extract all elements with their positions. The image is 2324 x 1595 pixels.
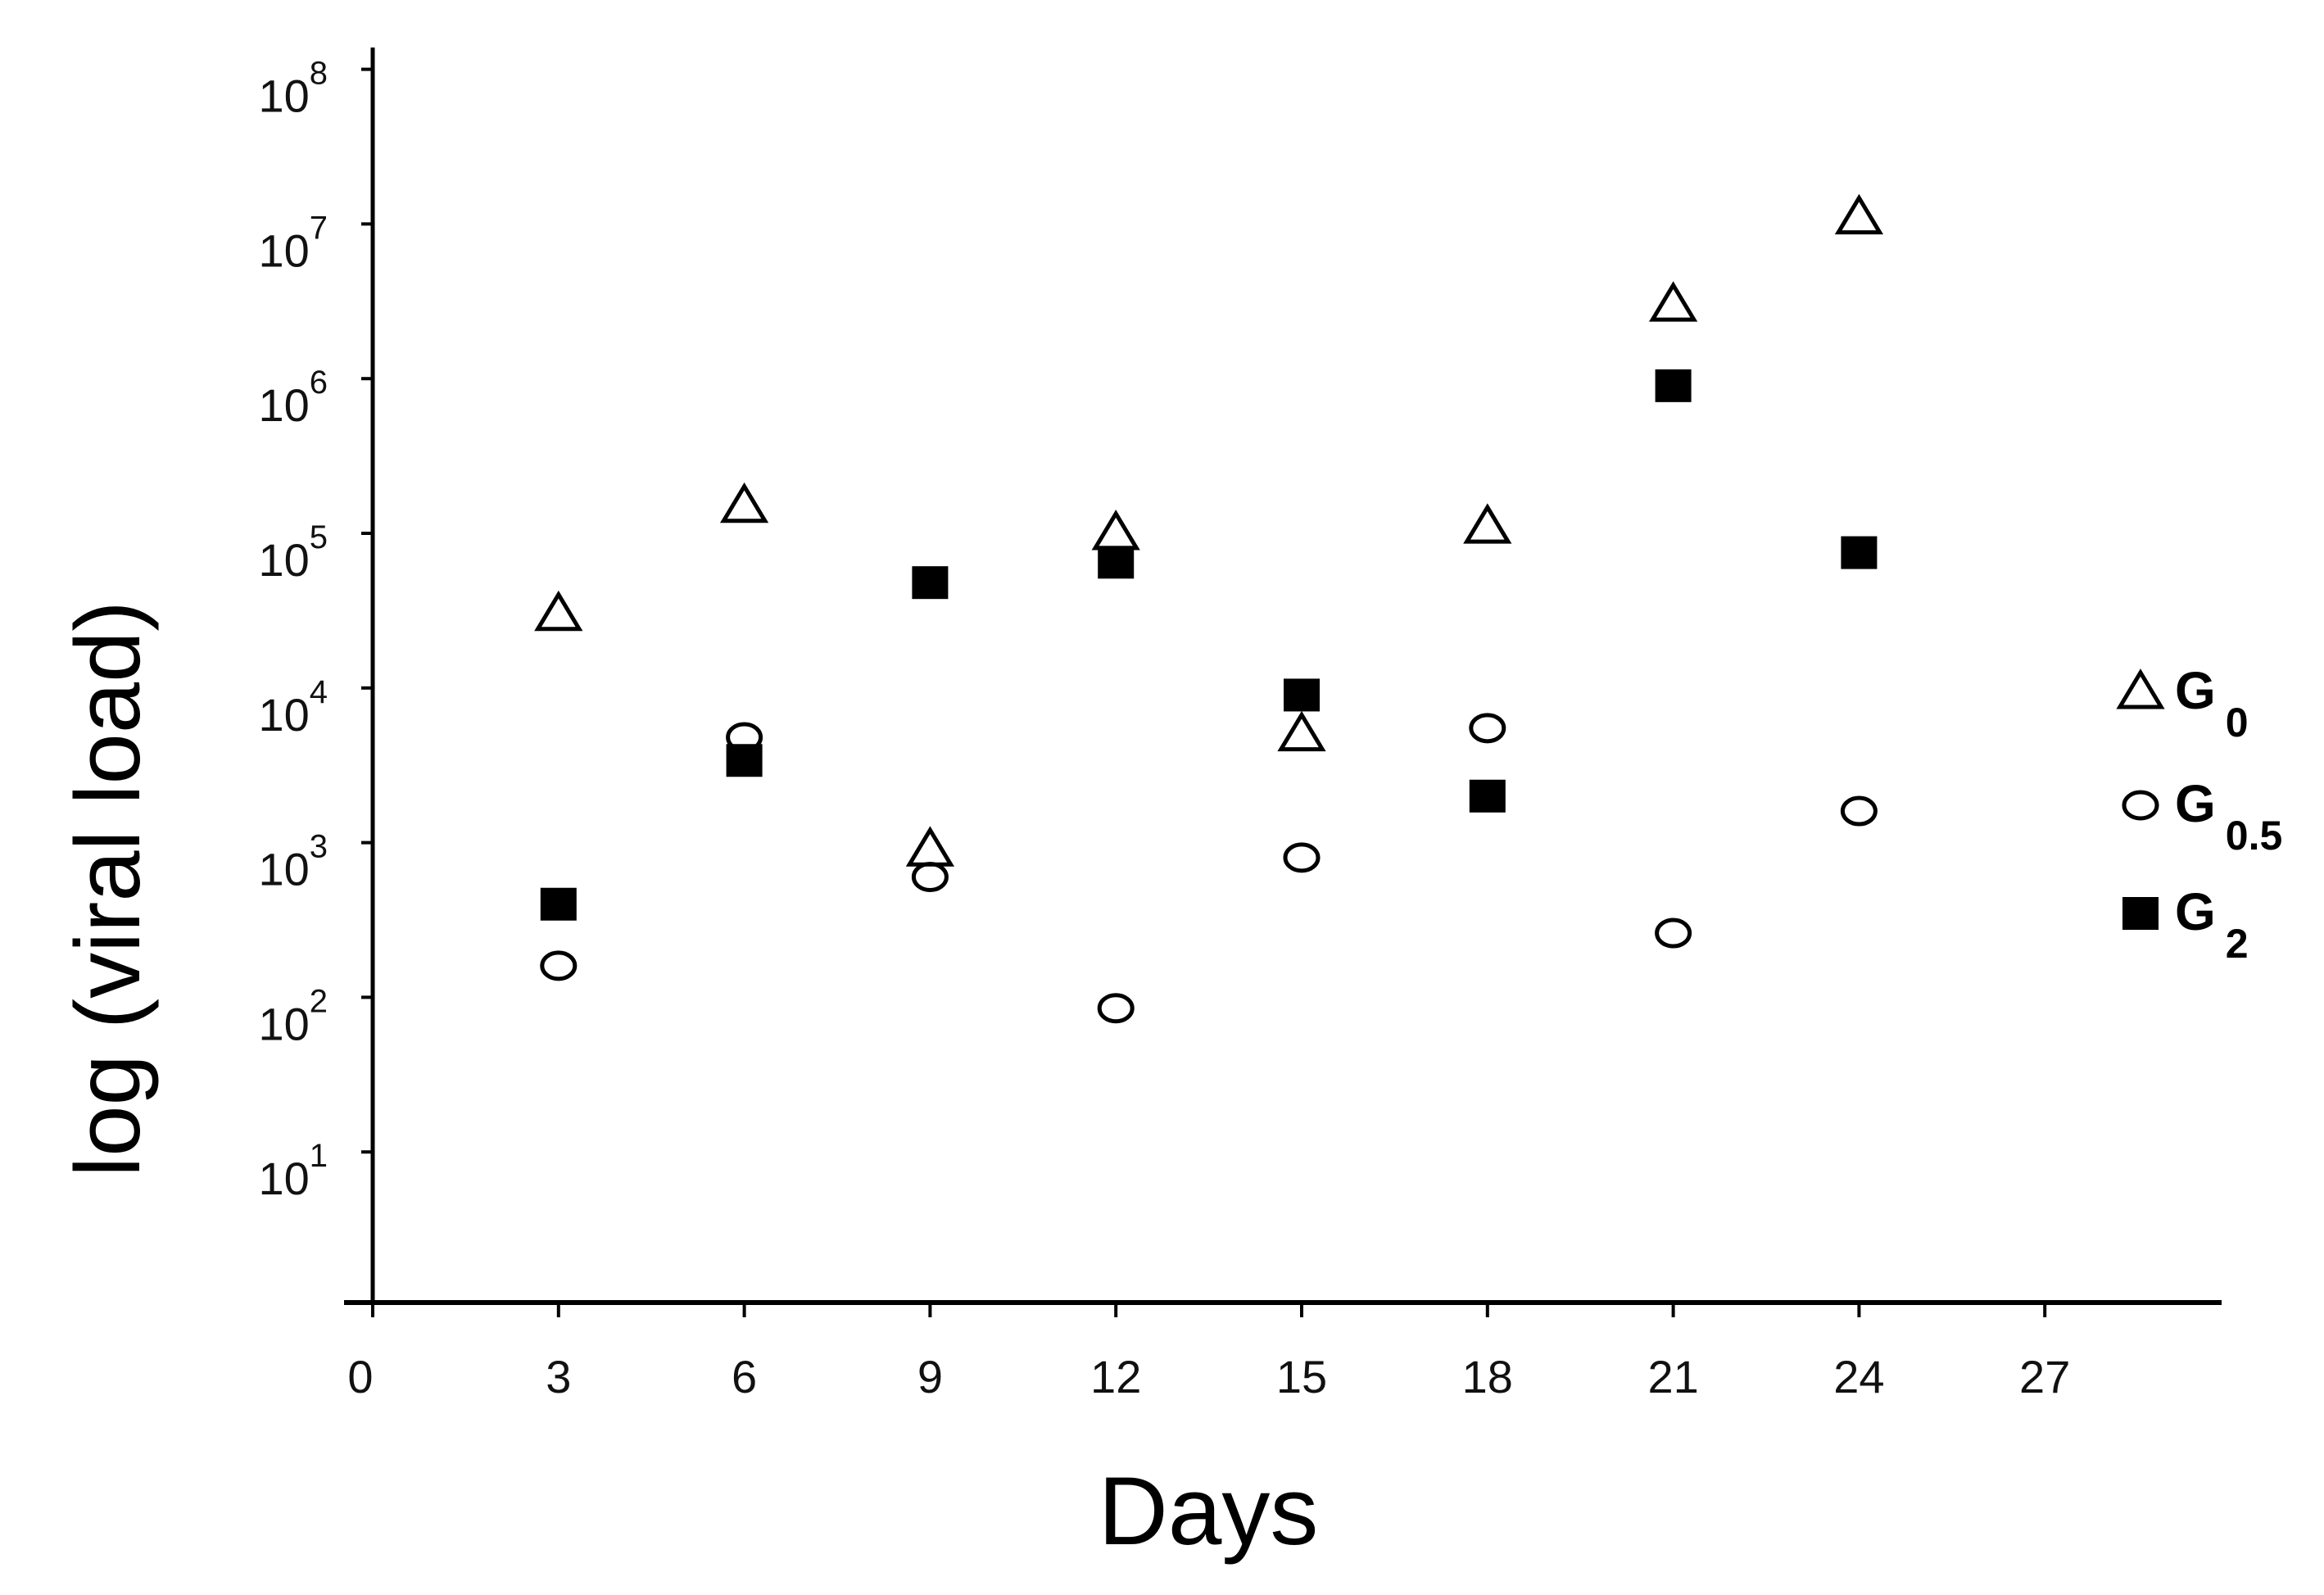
legend-marker-g05 (2122, 790, 2159, 821)
x-tick-label: 24 (1833, 1351, 1884, 1402)
x-tick-label: 27 (2019, 1351, 2070, 1402)
y-ticks: 101 102 103 104 105 106 107 108 (258, 56, 373, 1204)
data-point-g2 (1469, 779, 1506, 813)
legend-marker-g2 (2122, 897, 2159, 930)
data-point-g05 (1097, 993, 1135, 1024)
x-tick-label: 0 (347, 1351, 373, 1402)
y-tick-label: 101 (258, 1138, 328, 1204)
y-tick-label: 102 (258, 983, 328, 1049)
data-point-g2 (540, 887, 577, 921)
data-point-g2 (1284, 678, 1320, 712)
legend-item-g2: G2 (2122, 882, 2249, 967)
y-tick-label: 107 (258, 210, 328, 276)
x-tick-label: 12 (1090, 1351, 1141, 1402)
data-point-g0 (534, 590, 583, 632)
x-tick-label: 18 (1462, 1351, 1513, 1402)
data-points (534, 193, 1884, 1024)
x-tick-label: 21 (1647, 1351, 1698, 1402)
y-tick-label: 103 (258, 829, 328, 895)
x-tick-label: 15 (1276, 1351, 1327, 1402)
legend-item-g0: G0 (2116, 661, 2249, 745)
y-axis-title: log (viral load) (57, 600, 159, 1176)
data-point-g05 (540, 950, 578, 981)
legend: G0 G0.5 G2 (2116, 661, 2282, 967)
legend-label-g05: G0.5 (2175, 774, 2282, 859)
data-point-g2 (912, 566, 949, 600)
data-point-g2 (726, 744, 763, 777)
x-tick-label: 6 (732, 1351, 757, 1402)
y-tick-label: 104 (258, 674, 328, 741)
data-point-g2 (1098, 546, 1135, 579)
data-point-g0 (1463, 503, 1512, 544)
axes (344, 48, 2222, 1305)
data-point-g05 (1840, 795, 1878, 827)
data-point-g0 (1277, 710, 1326, 752)
x-axis-title: Days (1099, 1457, 1319, 1566)
legend-label-g2: G2 (2175, 882, 2249, 967)
data-point-g0 (1091, 510, 1140, 551)
data-point-g0 (1834, 193, 1884, 235)
legend-item-g05: G0.5 (2122, 774, 2282, 859)
x-tick-label: 9 (917, 1351, 943, 1402)
legend-label-g0: G0 (2175, 661, 2249, 745)
data-point-g0 (905, 826, 955, 867)
data-point-g2 (1841, 536, 1878, 569)
data-point-g0 (719, 482, 769, 523)
x-ticks: 0 3 6 9 12 15 18 21 24 27 (347, 1303, 2070, 1402)
y-tick-label: 105 (258, 519, 328, 586)
y-tick-label: 108 (258, 56, 328, 122)
data-point-g05 (1283, 842, 1321, 873)
legend-marker-g0 (2116, 668, 2165, 709)
data-point-g05 (1469, 713, 1506, 744)
data-point-g0 (1648, 281, 1698, 322)
data-point-g2 (1655, 369, 1692, 402)
data-point-g05 (1655, 918, 1692, 949)
y-tick-label: 106 (258, 365, 328, 431)
x-tick-label: 3 (546, 1351, 571, 1402)
data-point-g05 (911, 861, 949, 892)
